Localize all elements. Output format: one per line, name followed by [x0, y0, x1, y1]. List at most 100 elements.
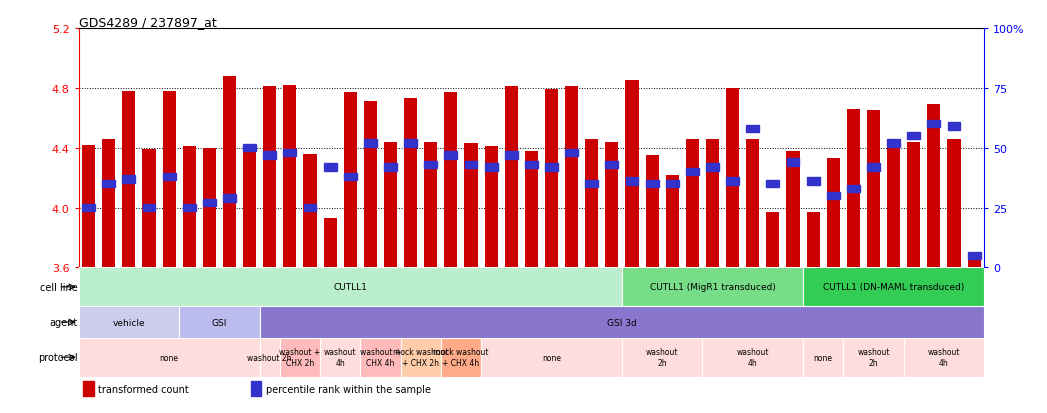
Bar [887, 140, 900, 147]
Bar [766, 213, 779, 268]
Bar [343, 93, 357, 268]
Bar [363, 102, 377, 268]
Bar [827, 192, 840, 200]
Bar [726, 89, 739, 268]
Bar [867, 111, 881, 268]
Bar [243, 145, 257, 152]
Bar [320, 338, 360, 377]
Bar [904, 338, 984, 377]
Bar [686, 169, 698, 176]
Bar [441, 338, 481, 377]
Text: washout
4h: washout 4h [324, 348, 356, 367]
Bar [260, 306, 984, 338]
Bar [280, 338, 320, 377]
Bar [948, 139, 960, 268]
Bar [424, 142, 438, 268]
Bar [948, 123, 960, 131]
Bar [404, 99, 417, 268]
Bar [747, 139, 759, 268]
Bar [786, 159, 800, 166]
Bar [565, 87, 578, 268]
Bar [622, 268, 803, 306]
Bar [223, 195, 236, 202]
Bar [525, 161, 538, 169]
Bar [706, 139, 719, 268]
Text: mock washout
+ CHX 2h: mock washout + CHX 2h [393, 348, 448, 367]
Bar [481, 338, 622, 377]
Text: washout +
CHX 4h: washout + CHX 4h [360, 348, 401, 367]
Bar [162, 92, 176, 268]
Bar [907, 142, 920, 268]
Bar [444, 152, 458, 159]
Text: cell line: cell line [40, 282, 77, 292]
Bar [786, 151, 800, 268]
Text: GSI: GSI [211, 318, 227, 327]
Text: CUTLL1 (DN-MAML transduced): CUTLL1 (DN-MAML transduced) [823, 282, 964, 292]
Text: none: none [542, 353, 561, 362]
Bar [424, 161, 438, 169]
Bar [284, 85, 296, 268]
Bar [203, 148, 216, 268]
Bar [243, 151, 257, 268]
Bar [727, 178, 739, 185]
Bar [847, 109, 860, 268]
Bar [803, 268, 984, 306]
Bar [304, 154, 316, 268]
Bar [887, 139, 900, 268]
Bar [847, 185, 860, 193]
Bar [304, 204, 316, 212]
Text: protocol: protocol [38, 352, 77, 362]
Bar [706, 164, 719, 171]
Bar [605, 142, 619, 268]
Bar [260, 338, 280, 377]
Text: washout
2h: washout 2h [857, 348, 890, 367]
Bar [505, 152, 517, 159]
Bar [103, 180, 115, 188]
Bar [505, 87, 518, 268]
Bar [843, 338, 904, 377]
Bar [122, 92, 135, 268]
Bar [404, 140, 417, 147]
Bar [605, 161, 619, 169]
Text: washout
2h: washout 2h [646, 348, 678, 367]
Bar [928, 105, 940, 268]
Bar [142, 204, 155, 212]
Bar [250, 382, 262, 396]
Text: none: none [814, 353, 832, 362]
Bar [485, 164, 497, 171]
Bar [686, 139, 699, 268]
Bar [666, 175, 678, 268]
Bar [465, 144, 477, 268]
Bar [343, 173, 357, 181]
Text: GDS4289 / 237897_at: GDS4289 / 237897_at [79, 16, 217, 29]
Bar [324, 218, 337, 268]
Bar [585, 180, 598, 188]
Text: vehicle: vehicle [112, 318, 146, 327]
Bar [908, 133, 920, 140]
Bar [79, 268, 622, 306]
Text: washout
4h: washout 4h [928, 348, 960, 367]
Bar [384, 142, 397, 268]
Bar [703, 338, 803, 377]
Bar [122, 176, 135, 183]
Bar [324, 164, 336, 171]
Bar [747, 126, 759, 133]
Text: agent: agent [49, 317, 77, 327]
Bar [827, 159, 840, 268]
Text: washout 2h: washout 2h [247, 353, 292, 362]
Bar [545, 164, 558, 171]
Bar [284, 150, 296, 157]
Bar [162, 173, 176, 181]
Bar [928, 121, 940, 128]
Bar [183, 204, 196, 212]
Bar [806, 178, 820, 185]
Bar [967, 256, 981, 268]
Bar [766, 180, 779, 188]
Bar [384, 164, 397, 171]
Bar [544, 90, 558, 268]
Bar [182, 147, 196, 268]
Bar [565, 150, 578, 157]
Text: mock washout
+ CHX 4h: mock washout + CHX 4h [433, 348, 489, 367]
Bar [625, 81, 639, 268]
Bar [806, 213, 820, 268]
